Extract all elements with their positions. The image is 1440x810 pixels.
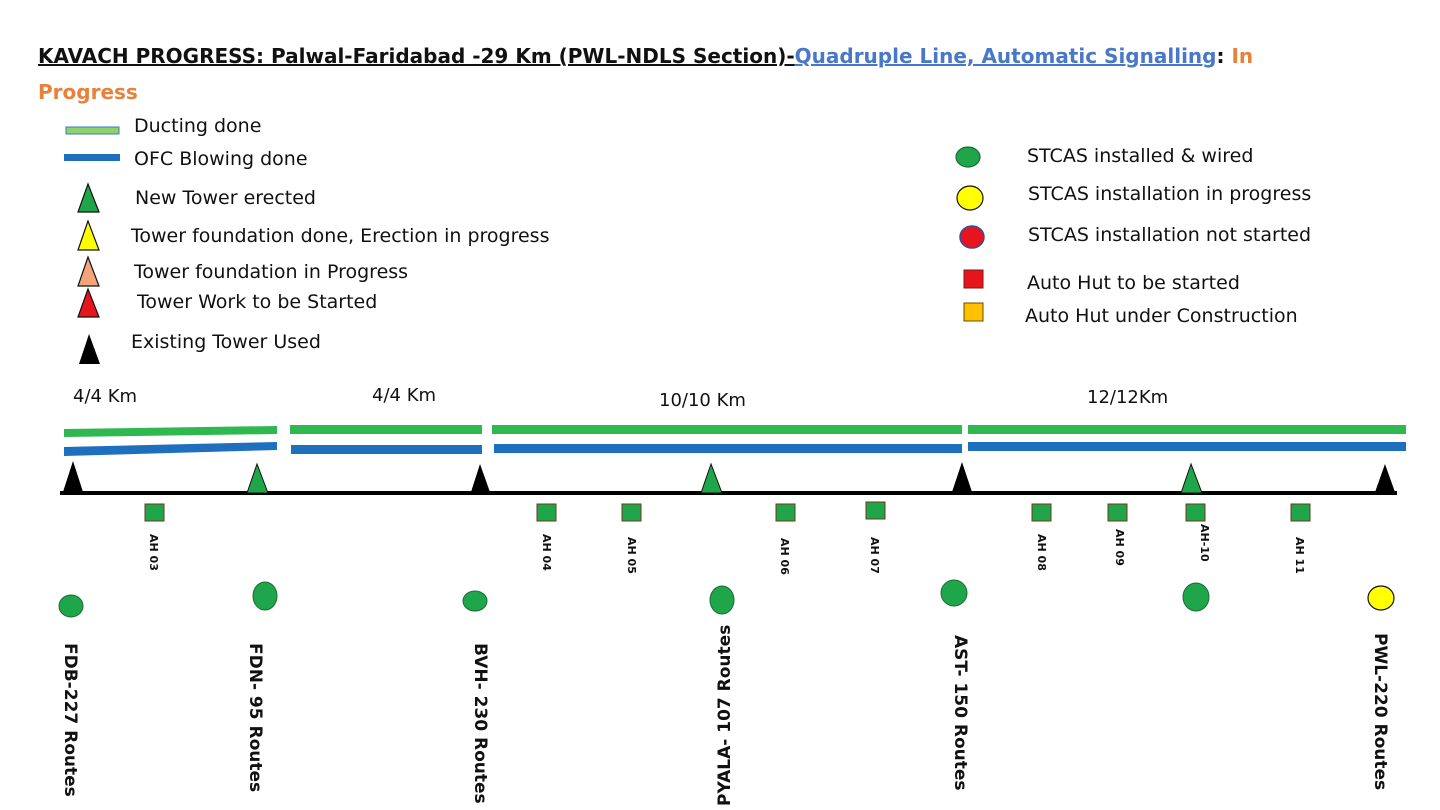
existing-tower-3 xyxy=(951,462,973,495)
legend-stcas-progress-label: STCAS installation in progress xyxy=(1028,183,1312,205)
legend-auto-hut-to-start-icon xyxy=(963,269,984,289)
title-main: KAVACH PROGRESS: Palwal-Faridabad -29 Km… xyxy=(38,44,795,68)
legend-tower-foundation-progress-icon xyxy=(77,255,100,287)
ducting-bar-4 xyxy=(968,425,1406,434)
segment-label-4: 12/12Km xyxy=(1087,387,1169,408)
auto-hut-label-ah11: AH 11 xyxy=(1293,537,1306,574)
station-label-pyala: PYALA- 107 Routes xyxy=(715,624,735,806)
stcas-intermediate xyxy=(1182,582,1210,612)
auto-hut-label-ah08: AH 08 xyxy=(1035,534,1048,571)
legend-new-tower-label: New Tower erected xyxy=(135,187,316,209)
station-label-pwl: PWL-220 Routes xyxy=(1370,633,1390,791)
auto-hut-ah06 xyxy=(775,503,796,522)
auto-hut-label-ah04: AH 04 xyxy=(540,534,553,571)
auto-hut-label-ah10: AH-10 xyxy=(1198,524,1211,562)
legend-tower-to-start-icon xyxy=(77,287,100,318)
stcas-fdb xyxy=(58,594,84,618)
auto-hut-ah08 xyxy=(1031,503,1052,522)
legend-tower-foundation-done-icon xyxy=(77,219,100,251)
stcas-bvh xyxy=(462,590,488,612)
segment-label-1: 4/4 Km xyxy=(73,386,138,407)
auto-hut-ah07 xyxy=(865,501,886,520)
auto-hut-label-ah06: AH 06 xyxy=(778,538,791,575)
legend-auto-hut-construction-icon xyxy=(963,302,984,322)
title-status: In Progress xyxy=(38,44,1254,104)
legend-new-tower-icon xyxy=(77,182,100,213)
legend-auto-hut-construction-label: Auto Hut under Construction xyxy=(1025,305,1298,327)
legend-tower-to-start-label: Tower Work to be Started xyxy=(137,291,378,313)
ducting-bar-2 xyxy=(290,425,482,434)
legend-stcas-installed-label: STCAS installed & wired xyxy=(1027,145,1254,167)
legend-tower-foundation-done-label: Tower foundation done, Erection in progr… xyxy=(131,225,550,247)
stcas-ast xyxy=(940,579,968,607)
legend-existing-tower-label: Existing Tower Used xyxy=(131,331,321,353)
auto-hut-ah04 xyxy=(536,503,557,522)
legend-stcas-not-started-icon xyxy=(959,225,985,249)
segment-label-2: 4/4 Km xyxy=(372,385,437,406)
legend-tower-foundation-progress-label: Tower foundation in Progress xyxy=(134,261,409,283)
auto-hut-ah03 xyxy=(144,503,165,522)
auto-hut-label-ah07: AH 07 xyxy=(868,537,881,574)
stcas-fdn xyxy=(252,581,278,611)
auto-hut-ah11 xyxy=(1290,503,1311,522)
auto-hut-ah10 xyxy=(1185,503,1206,522)
legend-ducting-swatch xyxy=(65,126,120,135)
ofc-bar-3 xyxy=(494,444,962,453)
ducting-bar-1 xyxy=(64,426,277,437)
auto-hut-label-ah03: AH 03 xyxy=(147,534,160,571)
legend-existing-tower-icon xyxy=(79,334,100,364)
legend-stcas-not-started-label: STCAS installation not started xyxy=(1028,224,1312,246)
stcas-pwl xyxy=(1367,585,1395,611)
new-tower-3 xyxy=(1180,462,1203,494)
auto-hut-label-ah05: AH 05 xyxy=(625,537,638,574)
auto-hut-ah09 xyxy=(1107,503,1128,522)
title-separator: : xyxy=(1216,44,1232,68)
page-title: KAVACH PROGRESS: Palwal-Faridabad -29 Km… xyxy=(38,38,1338,110)
legend-ducting-label: Ducting done xyxy=(134,115,262,137)
existing-tower-2 xyxy=(470,464,491,495)
ofc-bar-4 xyxy=(968,442,1406,451)
new-tower-2 xyxy=(700,462,723,494)
title-link[interactable]: Quadruple Line, Automatic Signalling xyxy=(794,44,1217,68)
station-label-fdn: FDN- 95 Routes xyxy=(245,643,265,793)
auto-hut-label-ah09: AH 09 xyxy=(1113,529,1126,566)
legend-stcas-progress-icon xyxy=(956,185,984,211)
station-label-bvh: BVH- 230 Routes xyxy=(470,643,490,804)
stcas-pyala xyxy=(709,585,735,615)
ducting-bar-3 xyxy=(492,425,962,434)
ofc-bar-2 xyxy=(291,445,482,454)
auto-hut-ah05 xyxy=(621,503,642,522)
new-tower-1 xyxy=(246,462,269,494)
legend-stcas-installed-icon xyxy=(955,146,981,168)
segment-label-3: 10/10 Km xyxy=(659,390,746,411)
ofc-bar-1 xyxy=(64,442,277,456)
existing-tower-1 xyxy=(62,461,84,495)
legend-auto-hut-to-start-label: Auto Hut to be started xyxy=(1027,272,1240,294)
legend-ofc-swatch xyxy=(64,154,120,161)
existing-tower-4 xyxy=(1374,464,1396,495)
station-label-ast: AST- 150 Routes xyxy=(950,635,970,791)
legend-ofc-label: OFC Blowing done xyxy=(134,148,308,170)
station-label-fdb: FDB-227 Routes xyxy=(60,643,80,797)
